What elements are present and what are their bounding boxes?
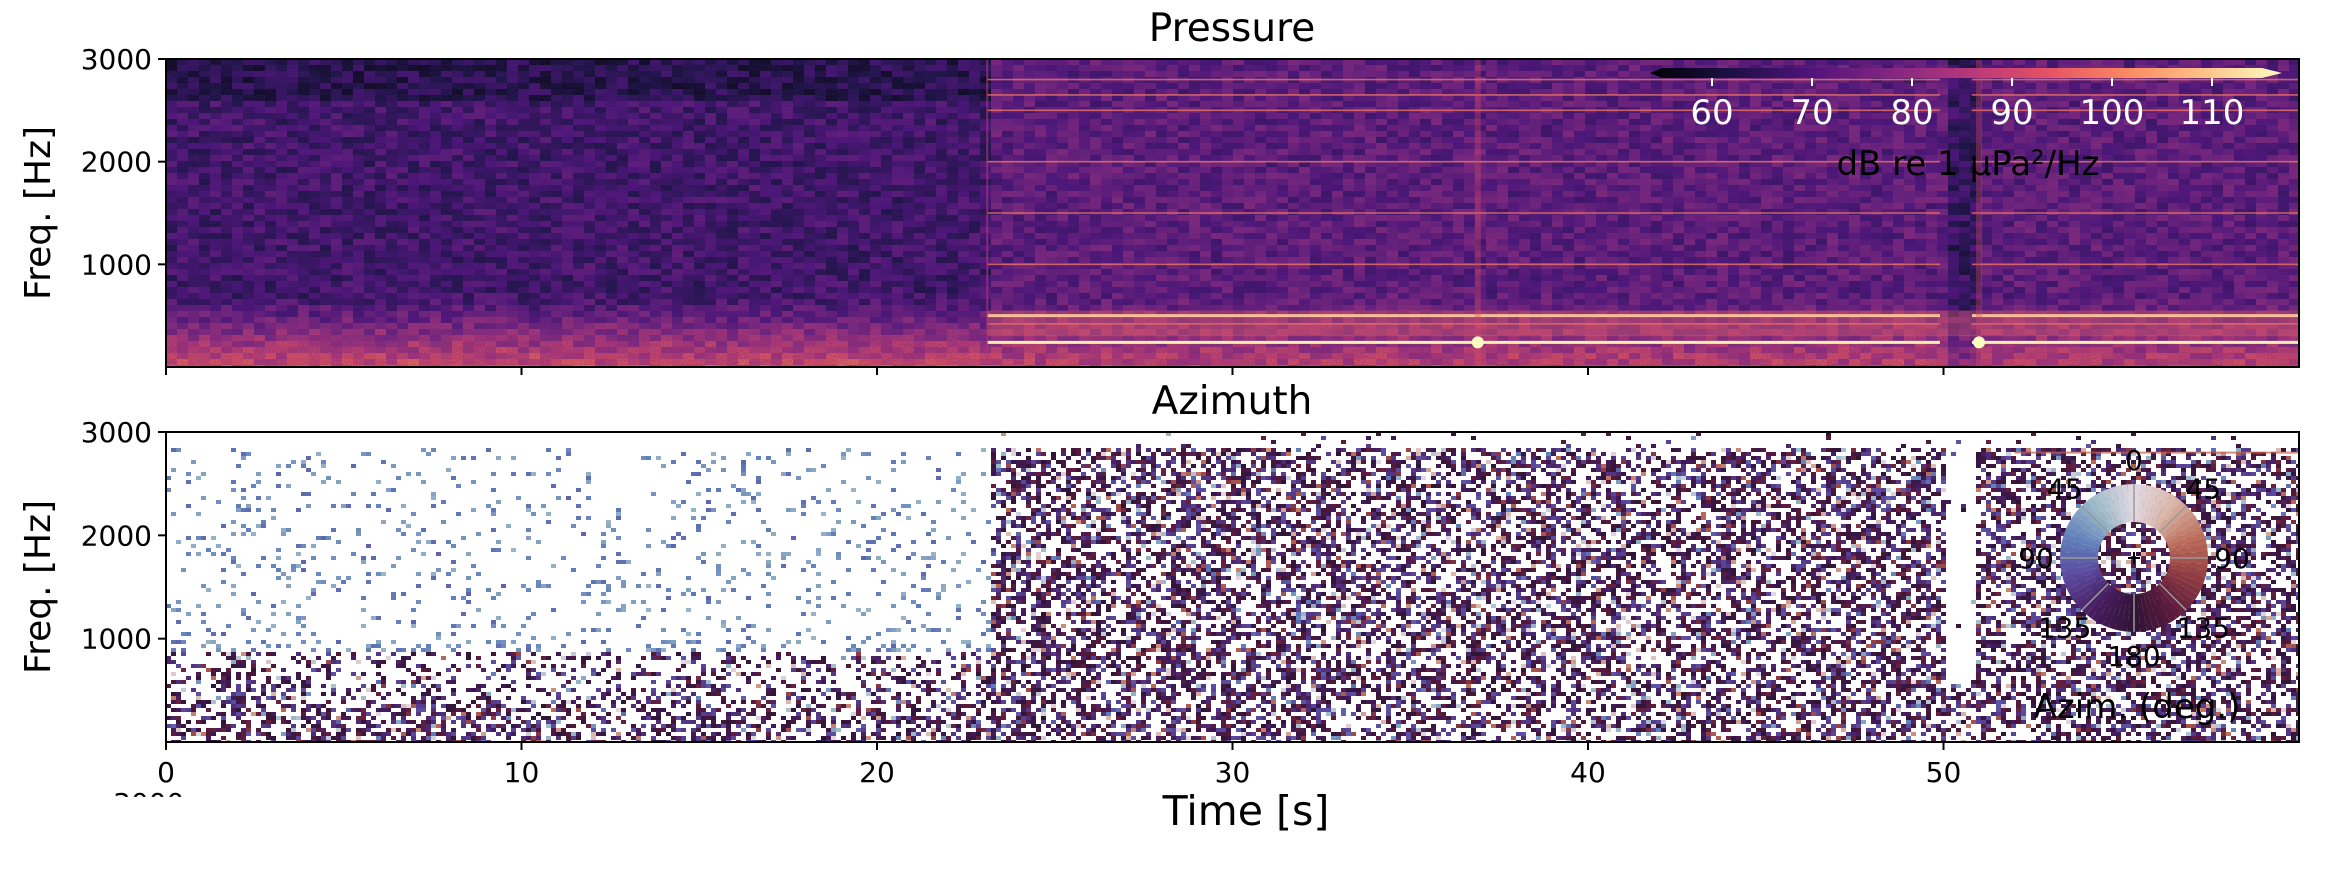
x-tick: 10 (504, 742, 540, 789)
colorwheel-label: 90 (2018, 542, 2054, 575)
colorwheel-label: 45 (2047, 473, 2083, 506)
azimuth-map (166, 432, 2301, 744)
y-tick-label: 1000 (81, 623, 152, 656)
y-tick: 1000 (81, 248, 166, 281)
x-tick-label: 30 (1215, 756, 1251, 789)
y-tick-label: 1000 (81, 248, 152, 281)
colorbar-tick-label: 110 (2180, 93, 2245, 133)
y-tick: 3000 (81, 43, 166, 76)
pressure-spectrogram (166, 59, 2300, 371)
colorbar-gradient (1650, 68, 2282, 78)
x-tick: 40 (1570, 742, 1606, 789)
y-tick: 2000 (81, 519, 166, 552)
colorbar-tick-label: 90 (1990, 93, 2033, 133)
x-tick-label: 10 (504, 756, 540, 789)
x-tick-label: 50 (1926, 756, 1962, 789)
pressure-y-label: Freq. [Hz] (18, 126, 59, 300)
y-tick-label: 2000 (81, 519, 152, 552)
azimuth-x-ticks: 0 10 20 30 40 50 (157, 742, 1961, 789)
y-tick-label: 2000 (81, 146, 152, 179)
x-tick-label: 40 (1570, 756, 1606, 789)
colorwheel-label: 180 (2107, 640, 2160, 673)
y-tick-label: 3000 (81, 416, 152, 449)
colorwheel-label: 90 (2214, 542, 2250, 575)
x-axis-label: Time [s] (1162, 787, 1330, 835)
pressure-x-ticks (166, 367, 1944, 375)
colorwheel-label: 45 (2185, 473, 2221, 506)
pressure-y-ticks: 1000 2000 3000 (81, 43, 166, 281)
y-tick: 1000 (81, 623, 166, 656)
x-tick-label: 0 (157, 756, 175, 789)
colorbar-label: dB re 1 μPa²/Hz (1836, 144, 2099, 184)
azimuth-title: Azimuth (1152, 379, 1313, 424)
overflow-tick-fragment: 3000 (113, 787, 184, 820)
colorwheel-title: Azim. (deg.) (2034, 687, 2241, 727)
colorbar-tick-label: 70 (1790, 93, 1833, 133)
pressure-title: Pressure (1149, 6, 1316, 51)
x-tick: 0 (157, 742, 175, 789)
x-tick-label: 20 (859, 756, 895, 789)
y-tick: 3000 (81, 416, 166, 449)
colorbar-tick-label: 80 (1890, 93, 1933, 133)
y-tick-label: 3000 (81, 43, 152, 76)
x-tick: 30 (1215, 742, 1251, 789)
colorwheel-label: 135 (2177, 611, 2230, 644)
x-tick: 20 (859, 742, 895, 789)
azimuth-y-ticks: 1000 2000 3000 (81, 416, 166, 656)
colorwheel-label: 135 (2038, 611, 2091, 644)
x-tick: 50 (1926, 742, 1962, 789)
colorbar-tick-label: 60 (1690, 93, 1733, 133)
azimuth-y-label: Freq. [Hz] (18, 500, 59, 674)
colorwheel-label: 0 (2125, 444, 2143, 477)
colorbar-tick-label: 100 (2080, 93, 2145, 133)
y-tick: 2000 (81, 146, 166, 179)
